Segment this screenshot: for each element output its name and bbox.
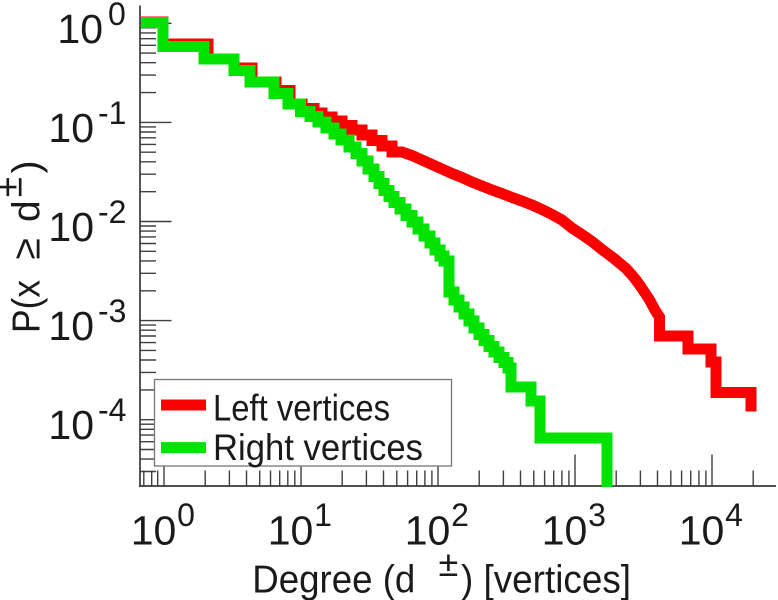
svg-text:-4: -4 — [98, 392, 126, 428]
svg-text:Degree (d ± ) [vertice: Degree (d ± ) [vertices] — [252, 542, 631, 600]
svg-text:10: 10 — [48, 204, 94, 250]
svg-text:10: 10 — [131, 507, 177, 553]
svg-text:10: 10 — [268, 507, 314, 553]
svg-text:4: 4 — [725, 497, 743, 533]
svg-text:Left vertices: Left vertices — [213, 387, 390, 428]
svg-text:0: 0 — [177, 497, 195, 533]
svg-text:3: 3 — [588, 497, 606, 533]
svg-text:10: 10 — [405, 507, 451, 553]
svg-text:-1: -1 — [98, 95, 126, 131]
svg-text:Right vertices: Right vertices — [213, 427, 423, 468]
svg-text:10: 10 — [57, 6, 103, 52]
svg-text:1: 1 — [314, 497, 332, 533]
svg-text:10: 10 — [48, 402, 94, 448]
svg-text:-2: -2 — [98, 194, 126, 230]
svg-text:P(x ≥ d ± ): P(x ≥ d ± ) — [0, 161, 49, 334]
svg-text:0: 0 — [108, 0, 126, 32]
svg-text:10: 10 — [542, 507, 588, 553]
svg-text:-3: -3 — [98, 293, 126, 329]
svg-text:2: 2 — [451, 497, 469, 533]
svg-text:10: 10 — [679, 507, 725, 553]
svg-text:10: 10 — [48, 303, 94, 349]
svg-text:10: 10 — [48, 105, 94, 151]
